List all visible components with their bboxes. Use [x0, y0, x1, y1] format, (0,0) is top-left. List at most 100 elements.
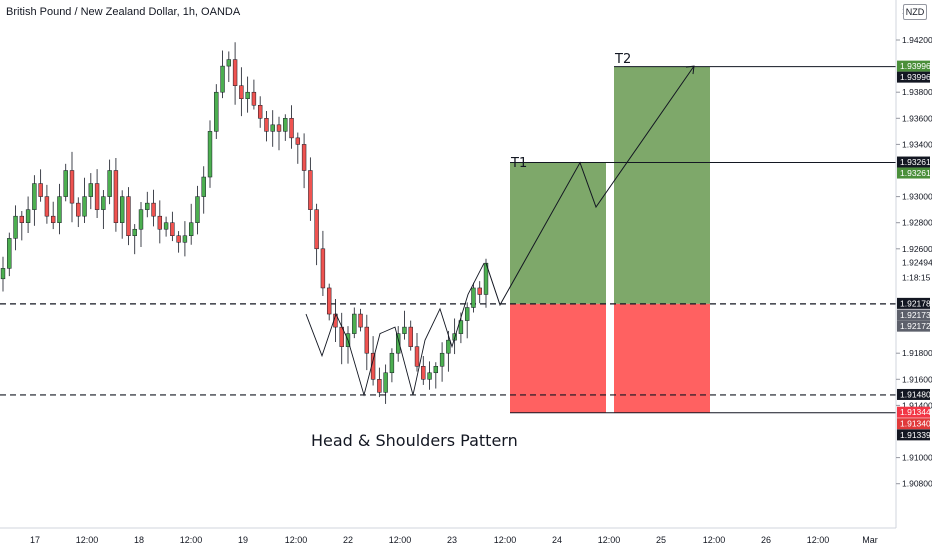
- candle: [301, 133, 307, 189]
- candle-body: [458, 320, 464, 334]
- candle: [63, 163, 68, 202]
- price-tag-bg: [897, 297, 930, 309]
- candle-body: [63, 170, 68, 197]
- currency-badge[interactable]: NZD: [903, 4, 927, 20]
- candle: [57, 183, 62, 235]
- candle-body: [245, 91, 250, 99]
- candle: [145, 191, 150, 218]
- candle: [0, 256, 6, 292]
- price-tag-bg: [897, 320, 930, 332]
- candle: [176, 231, 181, 253]
- candle-body: [7, 238, 12, 269]
- candle: [182, 221, 188, 257]
- candle: [414, 332, 420, 372]
- candle-body: [427, 372, 432, 380]
- price-tag: 1.93261: [897, 167, 931, 179]
- candle-body: [19, 215, 25, 223]
- candle: [471, 282, 476, 313]
- candle-body: [82, 196, 87, 217]
- candle-body: [151, 202, 156, 217]
- candle: [201, 166, 206, 214]
- candle-body: [414, 346, 420, 367]
- candle-body: [257, 105, 263, 119]
- candle-body: [471, 287, 476, 308]
- candle: [126, 187, 131, 246]
- time-tick-label: 12:00: [703, 535, 726, 545]
- candle-body: [170, 222, 175, 236]
- candle-body: [289, 118, 294, 139]
- candle-body: [32, 183, 37, 210]
- candle-body: [214, 91, 219, 132]
- time-tick-label: 12:00: [285, 535, 308, 545]
- candle-body: [119, 196, 125, 223]
- candle: [7, 232, 12, 277]
- candle: [101, 190, 106, 229]
- projection-path: [485, 65, 695, 307]
- candle: [289, 105, 294, 149]
- candle: [94, 169, 100, 218]
- candle-body: [446, 339, 451, 354]
- time-tick-label: Mar: [862, 535, 878, 545]
- price-tag: 1.91344: [897, 406, 931, 418]
- candle: [214, 84, 219, 139]
- price-tick-label: 1.91600: [902, 374, 932, 384]
- candle-body: [188, 222, 194, 236]
- candle: [188, 203, 194, 245]
- candle: [38, 169, 43, 202]
- candle-body: [308, 170, 313, 210]
- candle-body: [276, 124, 282, 132]
- candle: [19, 211, 25, 241]
- time-tick-label: 12:00: [598, 535, 621, 545]
- price-tick-label: 1.94200: [902, 35, 932, 45]
- time-tick-label: 26: [761, 535, 771, 545]
- time-tick-label: 18: [134, 535, 144, 545]
- candle-body: [421, 366, 426, 380]
- time-tick-label: 12:00: [76, 535, 99, 545]
- candle: [44, 184, 50, 224]
- candle: [446, 330, 451, 372]
- profit-zone-1: [510, 162, 606, 304]
- time-tick-label: 24: [552, 535, 562, 545]
- candle: [157, 200, 163, 244]
- candle-body: [464, 307, 470, 321]
- candle: [283, 114, 288, 141]
- candle-body: [107, 170, 112, 197]
- candle: [76, 197, 81, 228]
- price-tag: 1.91340: [897, 418, 931, 430]
- candle-body: [270, 124, 275, 132]
- candle-body: [76, 202, 81, 217]
- candle: [170, 211, 175, 242]
- candle-body: [163, 222, 169, 230]
- price-axis: [896, 0, 932, 550]
- price-tag: 1.92172: [897, 320, 931, 332]
- price-tag-text: 1.92178: [900, 298, 931, 308]
- candle: [25, 196, 31, 234]
- candle-body: [239, 85, 244, 99]
- time-tick-label: 25: [656, 535, 666, 545]
- price-tag-text: 1.91480: [900, 389, 931, 399]
- time-tick-label: 17: [30, 535, 40, 545]
- price-tag: 1.91480: [897, 388, 931, 400]
- candle-body: [44, 196, 50, 217]
- candle: [195, 185, 200, 235]
- price-tag-bg: [897, 418, 930, 430]
- candle-body: [0, 268, 6, 280]
- price-tag-bg: [897, 71, 930, 83]
- candle-body: [283, 118, 288, 132]
- price-tag-text: 1.91340: [900, 419, 931, 429]
- candle: [433, 362, 439, 389]
- time-tick-label: 12:00: [180, 535, 203, 545]
- price-tag-bg: [897, 60, 930, 72]
- candle-body: [477, 287, 482, 295]
- price-tag-bg: [897, 429, 930, 441]
- time-tick-label: 12:00: [389, 535, 412, 545]
- candle-body: [232, 59, 238, 86]
- symbol-title: British Pound / New Zealand Dollar, 1h, …: [6, 6, 241, 18]
- candle-body: [402, 326, 407, 334]
- candle-body: [389, 352, 395, 374]
- loss-zone-2: [614, 303, 710, 413]
- candle: [389, 348, 395, 383]
- current-price-label: 1.92494: [902, 258, 932, 268]
